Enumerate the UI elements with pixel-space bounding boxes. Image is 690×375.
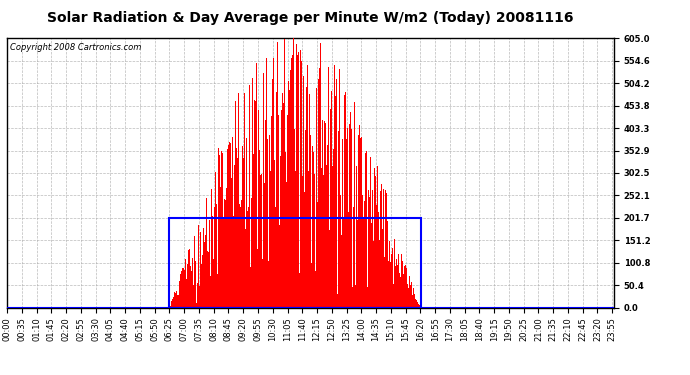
Text: Copyright 2008 Cartronics.com: Copyright 2008 Cartronics.com [10,43,141,52]
Text: Solar Radiation & Day Average per Minute W/m2 (Today) 20081116: Solar Radiation & Day Average per Minute… [47,11,574,25]
Bar [169,218,421,308]
